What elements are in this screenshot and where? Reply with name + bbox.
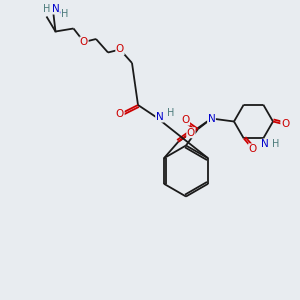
Text: O: O <box>80 37 88 47</box>
Text: N: N <box>52 4 59 14</box>
Text: N: N <box>156 112 164 122</box>
Text: O: O <box>116 109 124 119</box>
Text: H: H <box>43 4 50 14</box>
Text: O: O <box>181 115 190 125</box>
Text: H: H <box>272 140 280 149</box>
Text: H: H <box>61 8 68 19</box>
Text: O: O <box>187 128 195 138</box>
Text: O: O <box>116 44 124 55</box>
Text: O: O <box>249 144 257 154</box>
Text: H: H <box>167 108 175 118</box>
Text: O: O <box>281 119 289 130</box>
Text: N: N <box>261 140 268 149</box>
Text: N: N <box>208 113 215 124</box>
